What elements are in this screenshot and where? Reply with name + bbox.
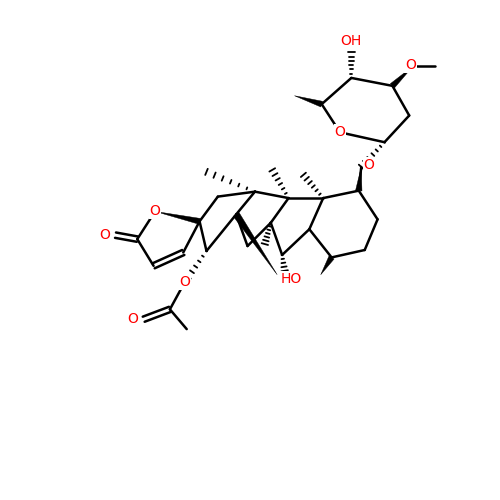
Polygon shape [390, 66, 413, 88]
Polygon shape [234, 212, 277, 274]
Text: HO: HO [280, 272, 301, 285]
Polygon shape [155, 212, 200, 224]
Polygon shape [294, 96, 322, 107]
Text: O: O [99, 228, 110, 242]
Text: O: O [364, 158, 374, 172]
Polygon shape [356, 167, 362, 191]
Polygon shape [320, 256, 334, 274]
Text: O: O [150, 204, 160, 218]
Text: O: O [128, 312, 138, 326]
Text: O: O [334, 126, 345, 140]
Text: O: O [406, 58, 416, 72]
Text: O: O [180, 275, 190, 289]
Text: OH: OH [340, 34, 362, 48]
